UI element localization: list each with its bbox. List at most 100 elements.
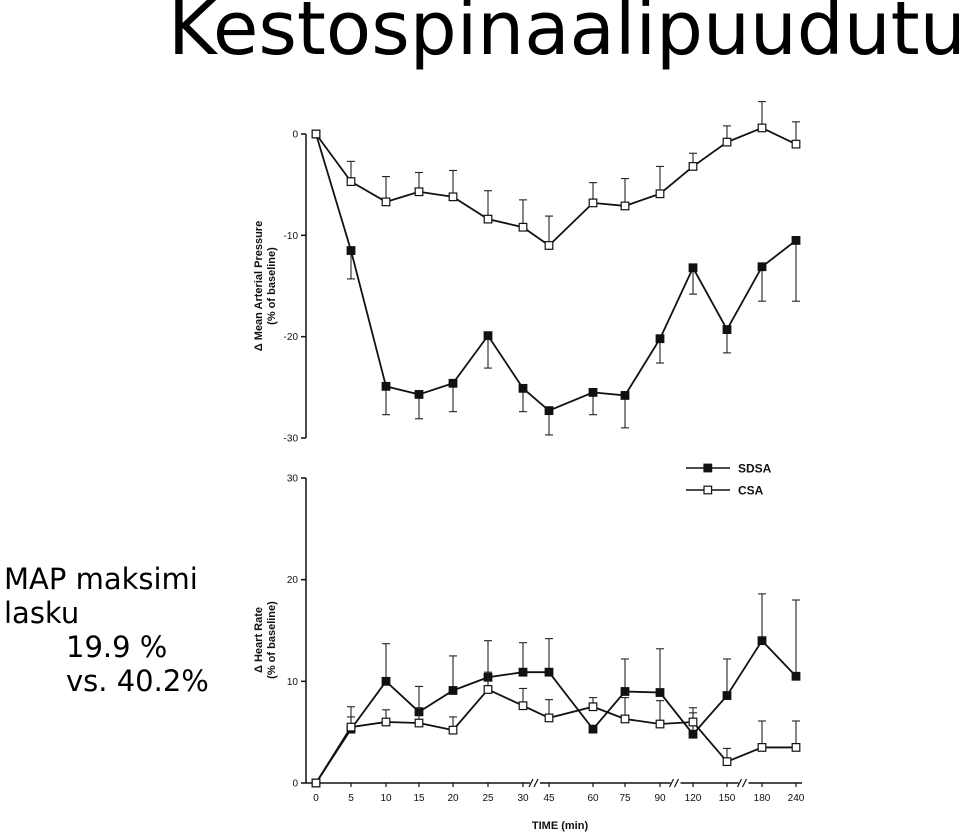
- sdsa-point: [688, 729, 698, 739]
- csa-point: [311, 778, 321, 788]
- y-tick-label: 30: [287, 474, 299, 485]
- csa-point: [311, 129, 321, 139]
- sdsa-point: [588, 724, 598, 734]
- sdsa-point: [381, 676, 391, 686]
- sdsa-point: [518, 667, 528, 677]
- csa-point: [588, 702, 598, 712]
- x-tick-label: 90: [654, 793, 666, 804]
- csa-point: [381, 717, 391, 727]
- csa-point: [544, 713, 554, 723]
- sdsa-line: [315, 133, 797, 412]
- sdsa-point: [688, 263, 698, 273]
- sdsa-point: [518, 383, 528, 393]
- legend-marker: [703, 485, 713, 495]
- map-drop-note: MAP maksimi lasku 19.9 % vs. 40.2%: [4, 562, 209, 698]
- csa-point: [414, 718, 424, 728]
- x-tick-label: 180: [754, 793, 771, 804]
- axis-break-mark: [673, 778, 680, 788]
- x-tick-label: 5: [348, 793, 354, 804]
- csa-point: [722, 757, 732, 767]
- y-axis-title-line: (% of baseline): [266, 247, 278, 325]
- csa-point: [518, 701, 528, 711]
- sdsa-point: [722, 691, 732, 700]
- y-tick-label: 0: [292, 130, 298, 141]
- csa-point: [483, 685, 493, 694]
- heart-rate-chart: 0 10 20 30 Δ Heart Rate(% of baseline) 0 5 10 15…: [253, 462, 805, 833]
- csa-point: [757, 743, 767, 752]
- csa-point: [620, 714, 630, 724]
- y-tick-label: -10: [284, 231, 299, 242]
- y-axis-title: Δ Heart Rate(% of baseline): [253, 601, 278, 679]
- sdsa-point: [448, 378, 458, 388]
- sdsa-point: [791, 236, 801, 245]
- x-tick-label: 30: [517, 793, 529, 804]
- csa-point: [381, 197, 391, 207]
- csa-point: [346, 177, 356, 187]
- x-tick-label: 150: [719, 793, 736, 804]
- sdsa-point: [620, 391, 630, 400]
- y-tick-label: 10: [287, 677, 299, 688]
- csa-point: [588, 198, 598, 208]
- csa-point: [448, 192, 458, 202]
- x-tick-label: 0: [313, 793, 319, 804]
- note-line-2: lasku: [4, 596, 80, 630]
- sdsa-point: [588, 388, 598, 397]
- x-tick-label: 45: [543, 793, 555, 804]
- sdsa-point: [544, 667, 554, 677]
- x-tick-label: 120: [685, 793, 702, 804]
- sdsa-point: [483, 331, 493, 341]
- note-line-3: 19.9 %: [66, 630, 168, 664]
- y-tick-label: -30: [284, 434, 299, 445]
- csa-point: [722, 137, 732, 147]
- map-chart: 0 -10 -20 -30 Δ Mean Arterial Pressure(% of …: [253, 101, 801, 445]
- x-tick-label: 15: [413, 793, 425, 804]
- y-axis-title-line: Δ Heart Rate: [253, 607, 265, 673]
- x-axis-title: TIME (min): [532, 820, 589, 832]
- csa-point: [483, 214, 493, 224]
- axis-break-mark: [741, 778, 748, 788]
- sdsa-point: [414, 390, 424, 399]
- csa-point: [688, 162, 698, 171]
- legend-marker: [703, 463, 713, 473]
- csa-point: [688, 717, 698, 727]
- sdsa-point: [655, 334, 665, 344]
- csa-point: [655, 189, 665, 199]
- axis-break-mark: [533, 778, 539, 788]
- slide-title: Kestospinaalipuudutus: [168, 0, 959, 72]
- sdsa-point: [620, 687, 630, 696]
- sdsa-point: [757, 262, 767, 272]
- sdsa-point: [381, 381, 391, 391]
- sdsa-point: [722, 325, 732, 334]
- y-axis-title-line: Δ Mean Arterial Pressure: [253, 221, 265, 351]
- legend-label: SDSA: [738, 462, 772, 476]
- note-line-4: vs. 40.2%: [66, 664, 209, 698]
- sdsa-point: [346, 246, 356, 255]
- csa-point: [655, 719, 665, 729]
- x-tick-label: 20: [447, 793, 459, 804]
- y-axis-title: Δ Mean Arterial Pressure(% of baseline): [253, 221, 278, 351]
- x-tick-label: 10: [380, 793, 392, 804]
- sdsa-point: [448, 686, 458, 695]
- legend-label: CSA: [738, 484, 764, 498]
- csa-point: [346, 722, 356, 732]
- csa-point: [791, 743, 801, 752]
- csa-point: [757, 123, 767, 133]
- csa-point: [544, 241, 554, 250]
- csa-point: [791, 139, 801, 149]
- csa-line: [315, 688, 796, 784]
- axis-break-mark: [668, 778, 675, 788]
- x-tick-label: 25: [482, 793, 494, 804]
- x-tick-label: 75: [619, 793, 631, 804]
- y-axis-title-line: (% of baseline): [266, 601, 278, 679]
- csa-point: [518, 222, 528, 232]
- y-tick-label: 20: [287, 575, 299, 586]
- y-tick-label: -20: [284, 332, 299, 343]
- csa-point: [448, 725, 458, 735]
- x-tick-label: 240: [788, 793, 805, 804]
- note-line-1: MAP maksimi: [4, 562, 198, 596]
- csa-point: [620, 201, 630, 211]
- x-tick-label: 60: [587, 793, 599, 804]
- csa-point: [414, 187, 424, 197]
- sdsa-point: [655, 688, 665, 697]
